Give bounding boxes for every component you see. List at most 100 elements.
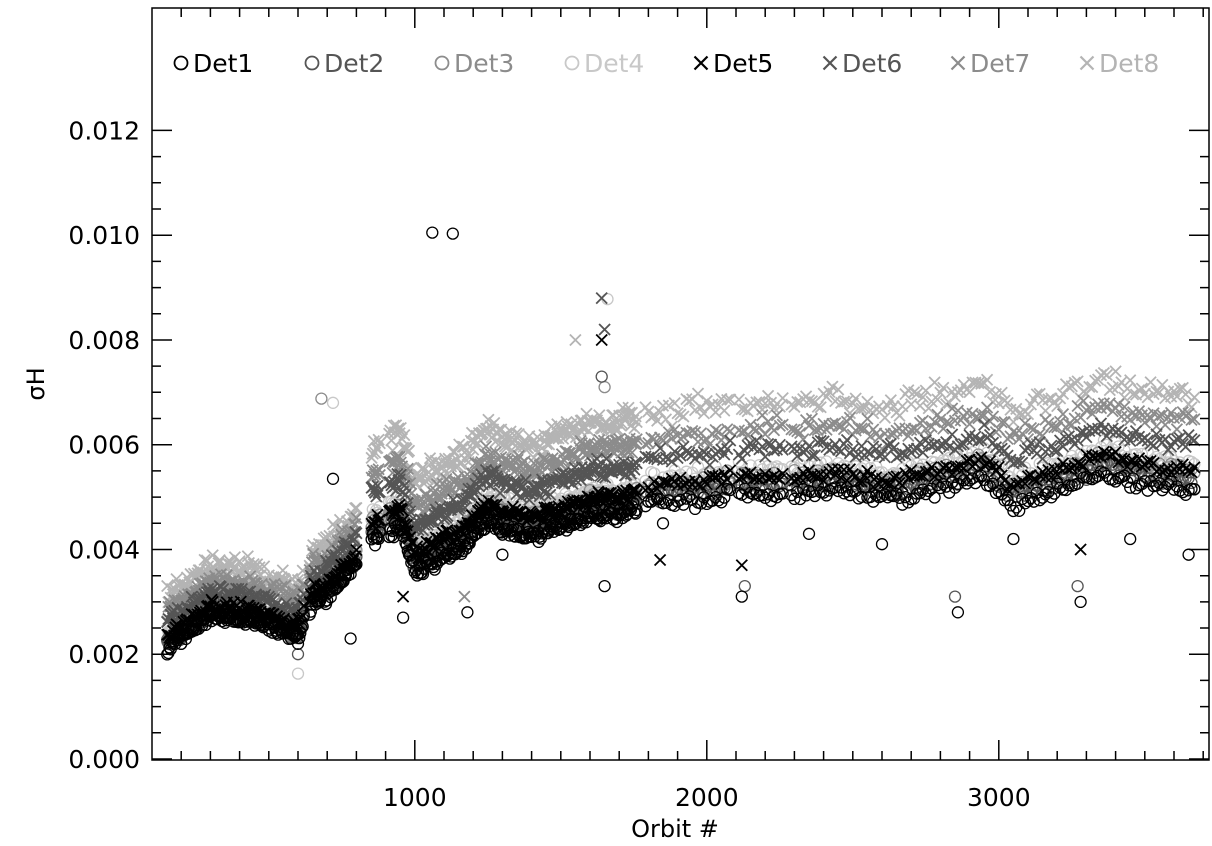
det5-point — [721, 473, 734, 486]
det1-point — [735, 590, 748, 603]
det1-point — [446, 227, 459, 240]
det5-point — [395, 503, 409, 516]
det6-point — [1185, 432, 1198, 446]
det8-point — [593, 409, 606, 422]
det8-point — [668, 396, 681, 410]
legend-item-det7: Det7 — [950, 49, 1030, 78]
y-axis-title: σH — [22, 367, 50, 400]
det8-point — [1188, 391, 1201, 404]
det6-point — [1071, 434, 1084, 447]
det8-point — [623, 406, 636, 419]
x-tick-label: 2000 — [675, 783, 739, 812]
det8-point — [659, 413, 673, 426]
det8-point — [1021, 407, 1035, 421]
legend-marker — [950, 55, 966, 71]
det7-point — [776, 418, 789, 431]
det1-point — [592, 511, 605, 525]
det1-point — [532, 535, 545, 549]
det1-point — [896, 498, 909, 511]
det1-point — [291, 637, 305, 650]
det2-point — [1185, 476, 1198, 490]
det1-point — [788, 492, 801, 506]
det7-point — [1188, 413, 1201, 426]
det1-point — [832, 484, 845, 498]
det8-point — [1176, 381, 1189, 395]
legend-label: Det5 — [713, 49, 773, 78]
det8-point — [428, 465, 441, 478]
det7-point — [837, 422, 851, 436]
det8-point — [826, 380, 839, 393]
det6-point — [759, 450, 772, 463]
det7-point — [629, 436, 642, 450]
det8-point — [569, 333, 582, 347]
det5-point — [630, 488, 643, 501]
det7-point — [998, 415, 1011, 429]
series-det7 — [161, 394, 1201, 628]
det5-point — [370, 521, 383, 535]
det5-point — [1051, 468, 1064, 481]
det1-point — [1176, 485, 1189, 499]
det8-point — [843, 406, 857, 420]
det1-point — [659, 496, 673, 510]
det7-point — [767, 424, 781, 437]
det6-point — [1173, 431, 1186, 445]
det5-point — [1103, 449, 1116, 463]
det8-point — [1124, 374, 1137, 387]
det2-point — [738, 579, 751, 593]
det8-point — [617, 410, 631, 423]
det8-point — [732, 393, 746, 406]
det8-point — [1109, 365, 1122, 378]
det6-point — [1036, 452, 1049, 465]
det4-point — [291, 667, 305, 680]
det7-point — [1036, 429, 1049, 442]
x-tick-label: 1000 — [383, 783, 447, 812]
det7-point — [980, 401, 994, 414]
det6-point — [1048, 444, 1061, 457]
x-tick-labels: 1000 2000 3000 — [383, 783, 1031, 812]
det2-point — [983, 471, 997, 485]
det8-point — [350, 501, 363, 515]
det1-point — [724, 483, 737, 497]
legend-item-det1: Det1 — [173, 49, 253, 78]
x-tick-label: 3000 — [967, 783, 1031, 812]
det6-point — [399, 488, 412, 501]
det5-point — [700, 478, 713, 491]
det8-point — [373, 437, 386, 450]
det5-point — [1062, 462, 1076, 476]
det8-point — [531, 430, 544, 444]
det8-point — [630, 415, 643, 429]
det1-point — [797, 482, 810, 496]
det1-point — [321, 594, 334, 607]
det1-point — [712, 494, 725, 507]
det5-point — [469, 513, 482, 526]
det7-point — [531, 466, 544, 480]
det1-point — [326, 472, 340, 485]
det5-point — [537, 513, 550, 526]
det7-point — [458, 590, 471, 603]
det3-point — [598, 380, 611, 394]
det1-point — [829, 481, 842, 494]
det1-point — [694, 497, 708, 510]
det6-point — [630, 457, 643, 470]
det6-point — [776, 443, 789, 456]
det6-point — [659, 451, 673, 464]
det7-point — [861, 412, 874, 425]
y-tick-label: 0.008 — [68, 326, 140, 355]
det6-point — [539, 487, 552, 501]
det5-point — [1124, 455, 1137, 468]
det7-point — [1077, 394, 1090, 408]
det7-point — [373, 468, 386, 482]
det1-point — [628, 506, 641, 519]
det4-point — [928, 456, 941, 469]
det8-point — [791, 395, 804, 409]
det5-point — [992, 460, 1005, 473]
det7-point — [805, 412, 819, 425]
det6-point — [983, 428, 997, 442]
det6-point — [1056, 440, 1070, 453]
y-tick-label: 0.012 — [68, 116, 140, 145]
det1-point — [948, 481, 962, 494]
det5-point — [1018, 477, 1032, 490]
det1-point — [1039, 488, 1052, 501]
det5-point — [776, 467, 789, 480]
det7-point — [697, 435, 711, 448]
